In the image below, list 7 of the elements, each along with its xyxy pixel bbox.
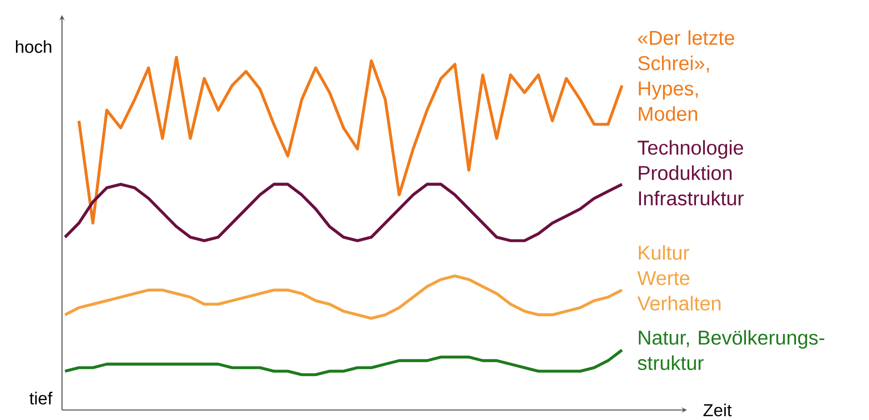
text: hoch [16, 40, 52, 53]
series-label: Technologie Produktion Infrastruktur [638, 140, 744, 206]
series-label: «Der letzte Schrei», Hypes, Moden [638, 30, 734, 121]
x-axis-title: Zeit [703, 404, 732, 416]
series-label: Natur, Bevölkerungs-struktur [638, 330, 824, 370]
series-label: Kultur Werte Verhalten [637, 245, 720, 310]
text: tief [30, 392, 52, 404]
